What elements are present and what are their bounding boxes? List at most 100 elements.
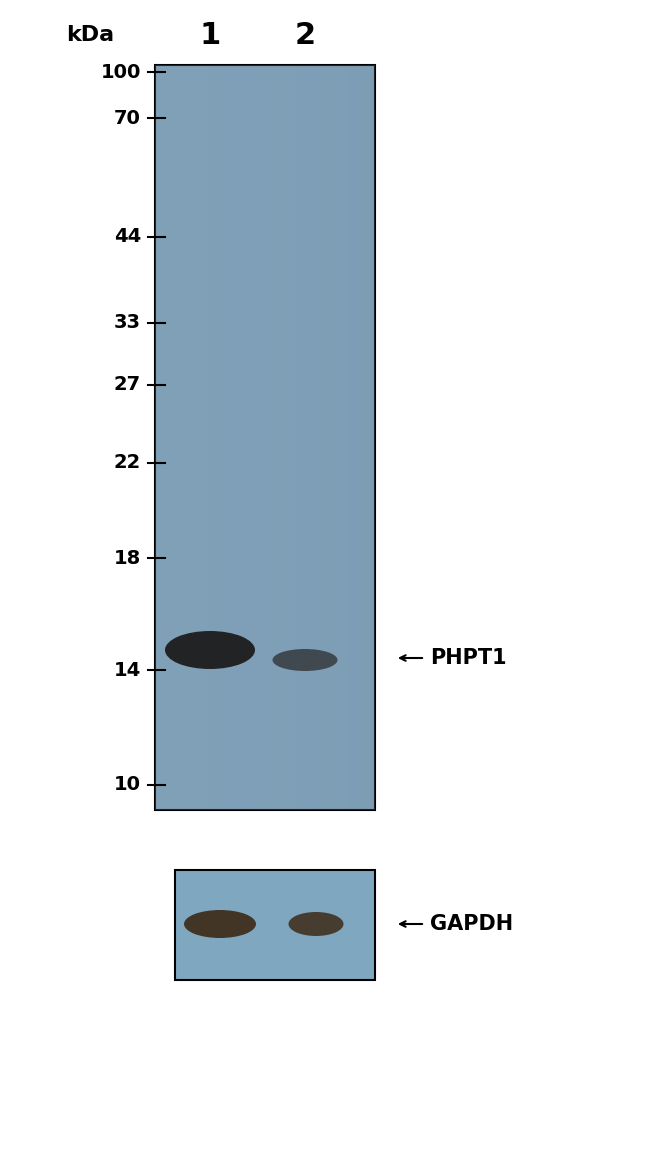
Text: PHPT1: PHPT1 — [430, 649, 506, 668]
Bar — [199, 65, 202, 810]
Bar — [235, 65, 237, 810]
Bar — [339, 65, 342, 810]
Bar — [259, 65, 262, 810]
Bar — [155, 65, 375, 810]
Bar — [290, 65, 292, 810]
Text: 14: 14 — [114, 660, 141, 680]
Bar — [169, 65, 172, 810]
Text: 10: 10 — [114, 776, 141, 794]
Text: 100: 100 — [101, 62, 141, 82]
Bar — [229, 65, 232, 810]
Bar — [207, 65, 210, 810]
Bar — [304, 65, 306, 810]
Bar — [185, 65, 188, 810]
Bar — [268, 65, 270, 810]
Bar — [210, 65, 213, 810]
Bar — [180, 65, 183, 810]
Bar — [317, 65, 320, 810]
Bar — [216, 65, 218, 810]
Bar — [337, 65, 339, 810]
Bar — [213, 65, 216, 810]
Bar — [364, 65, 367, 810]
Bar — [183, 65, 185, 810]
Bar — [243, 65, 246, 810]
Bar — [309, 65, 312, 810]
Bar — [292, 65, 295, 810]
Bar — [320, 65, 323, 810]
Bar — [276, 65, 279, 810]
Bar — [224, 65, 226, 810]
Bar — [287, 65, 290, 810]
Bar — [174, 65, 177, 810]
Bar — [265, 65, 268, 810]
Bar — [248, 65, 252, 810]
Text: 70: 70 — [114, 109, 141, 127]
Bar — [369, 65, 372, 810]
Bar — [312, 65, 315, 810]
Bar — [315, 65, 317, 810]
Bar — [326, 65, 328, 810]
Bar — [163, 65, 166, 810]
Text: 18: 18 — [114, 548, 141, 568]
Ellipse shape — [184, 910, 256, 938]
Bar — [262, 65, 265, 810]
Bar — [270, 65, 273, 810]
Text: 33: 33 — [114, 313, 141, 333]
Text: GAPDH: GAPDH — [430, 914, 513, 934]
Bar — [155, 65, 158, 810]
Ellipse shape — [289, 912, 343, 936]
Bar — [348, 65, 350, 810]
Ellipse shape — [272, 649, 337, 670]
Bar — [372, 65, 375, 810]
Bar — [273, 65, 276, 810]
Bar — [323, 65, 326, 810]
Bar — [306, 65, 309, 810]
Bar — [367, 65, 369, 810]
Bar — [298, 65, 301, 810]
Bar — [246, 65, 248, 810]
Bar — [161, 65, 163, 810]
Text: 1: 1 — [200, 21, 220, 50]
Bar — [218, 65, 221, 810]
Text: 27: 27 — [114, 376, 141, 394]
Bar — [240, 65, 243, 810]
Bar — [342, 65, 345, 810]
Bar — [279, 65, 281, 810]
Bar — [158, 65, 161, 810]
Bar — [350, 65, 353, 810]
Bar — [328, 65, 331, 810]
Text: kDa: kDa — [66, 25, 114, 45]
Bar — [190, 65, 194, 810]
Bar — [359, 65, 361, 810]
Bar — [232, 65, 235, 810]
Bar — [194, 65, 196, 810]
Bar — [252, 65, 254, 810]
Bar — [331, 65, 333, 810]
Text: 22: 22 — [114, 453, 141, 473]
Bar — [196, 65, 199, 810]
Bar — [344, 65, 348, 810]
Bar — [166, 65, 169, 810]
Text: 44: 44 — [114, 228, 141, 246]
Bar — [221, 65, 224, 810]
Bar — [295, 65, 298, 810]
Text: 2: 2 — [294, 21, 315, 50]
Bar — [172, 65, 174, 810]
Bar — [353, 65, 356, 810]
Bar — [237, 65, 240, 810]
Bar — [254, 65, 257, 810]
Bar — [205, 65, 207, 810]
Bar — [202, 65, 205, 810]
Bar — [361, 65, 364, 810]
Bar — [175, 870, 375, 980]
Bar — [226, 65, 229, 810]
Bar — [281, 65, 284, 810]
Bar — [333, 65, 337, 810]
Bar — [177, 65, 180, 810]
Bar — [188, 65, 190, 810]
Bar — [301, 65, 304, 810]
Bar — [284, 65, 287, 810]
Bar — [356, 65, 359, 810]
Bar — [257, 65, 259, 810]
Ellipse shape — [165, 631, 255, 669]
